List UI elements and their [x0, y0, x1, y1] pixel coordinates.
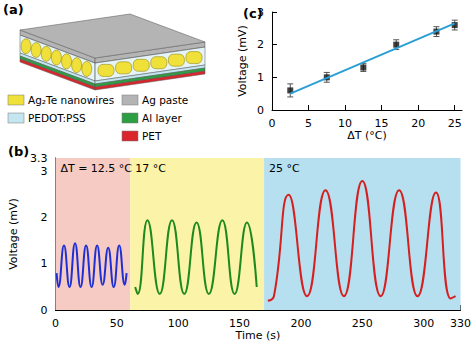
svg-text:100: 100 — [168, 317, 189, 330]
svg-text:20: 20 — [411, 117, 425, 130]
svg-text:15: 15 — [375, 117, 389, 130]
svg-text:2: 2 — [40, 211, 47, 224]
svg-text:0: 0 — [40, 304, 47, 317]
svg-text:1: 1 — [257, 71, 264, 84]
svg-text:50: 50 — [110, 317, 124, 330]
svg-text:3: 3 — [40, 165, 47, 178]
svg-text:25 °C: 25 °C — [269, 162, 300, 175]
svg-text:ΔT (°C): ΔT (°C) — [347, 129, 387, 142]
svg-text:250: 250 — [352, 317, 373, 330]
svg-text:17 °C: 17 °C — [135, 162, 166, 175]
svg-text:1: 1 — [40, 257, 47, 270]
svg-text:200: 200 — [290, 317, 311, 330]
svg-text:Al layer: Al layer — [142, 112, 182, 124]
svg-text:2: 2 — [257, 38, 264, 51]
svg-text:PEDOT:PSS: PEDOT:PSS — [28, 112, 86, 124]
svg-text:ΔT = 12.5 °C: ΔT = 12.5 °C — [60, 162, 132, 175]
svg-text:Voltage (mV): Voltage (mV) — [236, 25, 249, 97]
svg-text:0: 0 — [269, 117, 276, 130]
svg-text:0: 0 — [52, 317, 59, 330]
svg-text:Ag paste: Ag paste — [142, 94, 188, 106]
svg-text:300: 300 — [413, 317, 434, 330]
svg-text:(a): (a) — [3, 2, 24, 17]
svg-text:10: 10 — [338, 117, 352, 130]
svg-text:3.3: 3.3 — [30, 152, 48, 165]
svg-text:(b): (b) — [8, 144, 29, 159]
svg-text:Time (s): Time (s) — [235, 329, 281, 342]
svg-text:Voltage (mV): Voltage (mV) — [7, 198, 20, 270]
svg-text:(c): (c) — [243, 6, 263, 21]
svg-text:150: 150 — [229, 317, 250, 330]
svg-text:330: 330 — [450, 317, 471, 330]
svg-text:0: 0 — [257, 104, 264, 117]
svg-text:Ag₂Te nanowires: Ag₂Te nanowires — [28, 94, 114, 106]
svg-text:PET: PET — [142, 130, 162, 142]
svg-text:5: 5 — [305, 117, 312, 130]
svg-text:25: 25 — [448, 117, 462, 130]
